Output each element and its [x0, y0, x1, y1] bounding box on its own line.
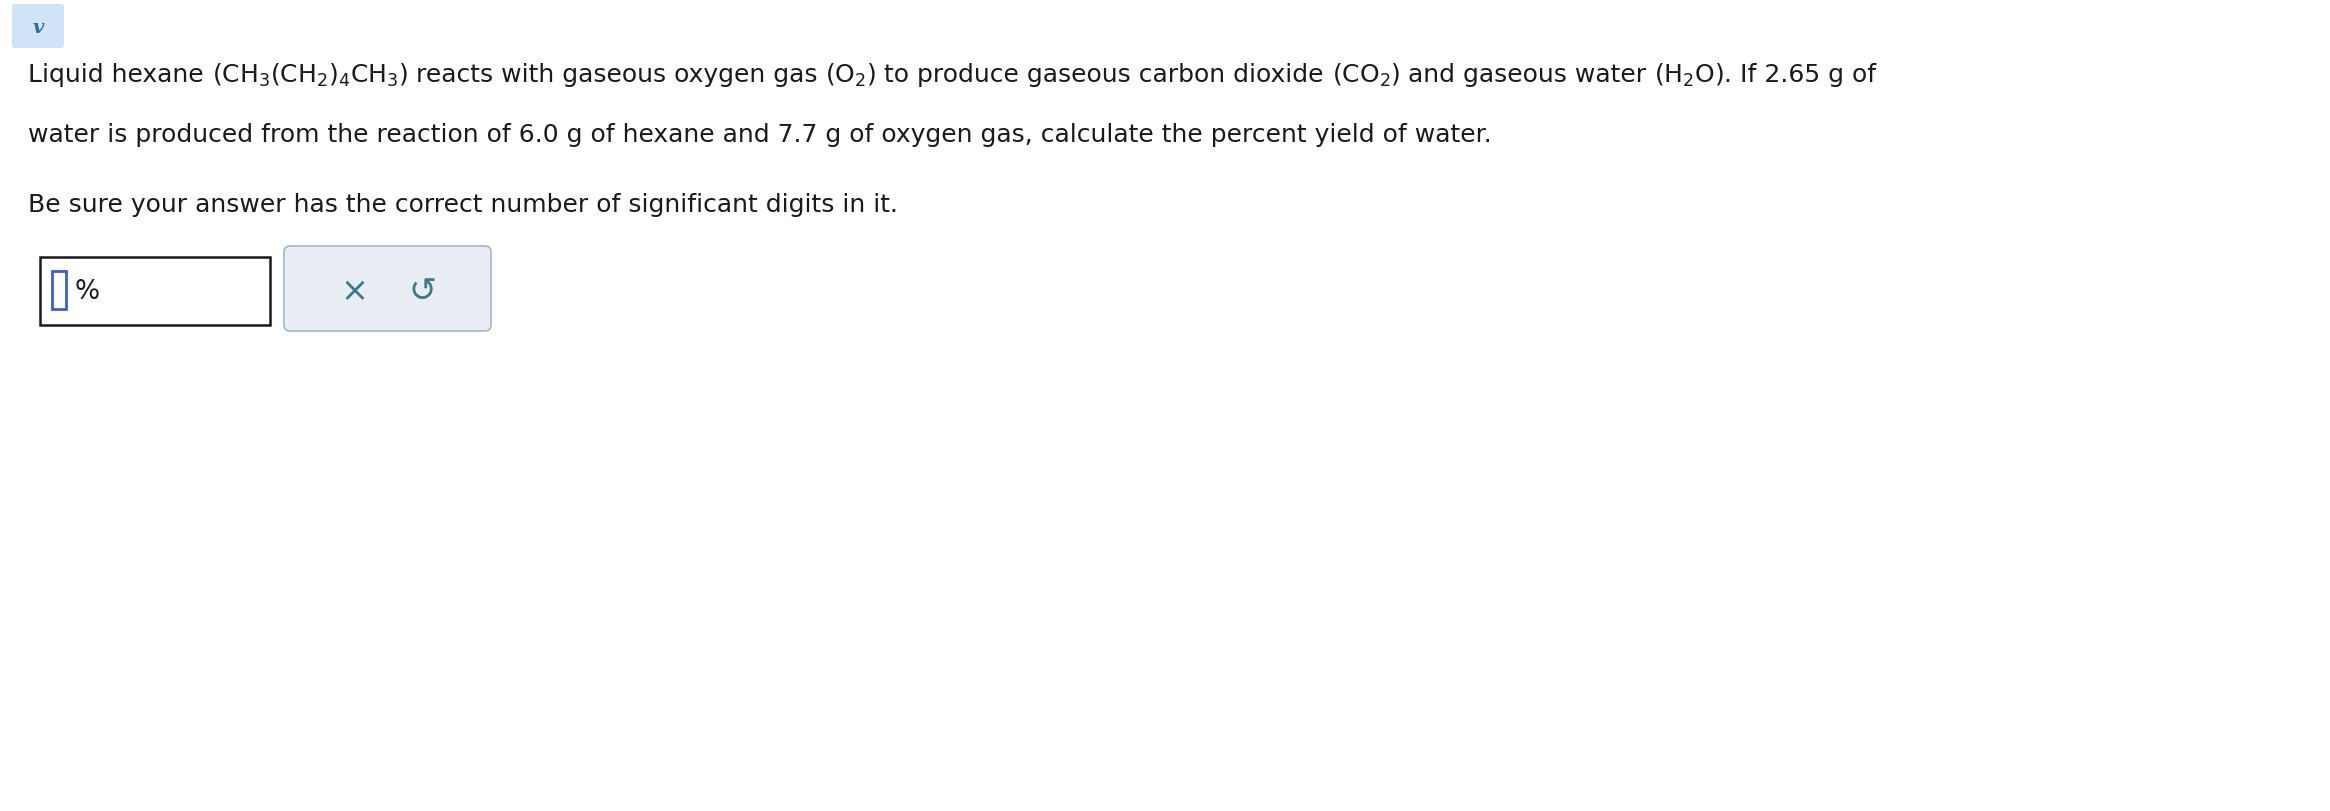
FancyBboxPatch shape — [284, 247, 492, 332]
Text: v: v — [33, 19, 44, 37]
Text: water is produced from the reaction of 6.0 g of hexane and 7.7 g of oxygen gas, : water is produced from the reaction of 6… — [28, 122, 1491, 147]
Text: %: % — [75, 279, 100, 305]
Text: $\left(\mathrm{CO_2}\right)$: $\left(\mathrm{CO_2}\right)$ — [1333, 62, 1400, 88]
Text: ×: × — [340, 275, 368, 307]
Text: $\left(\mathrm{CH_3(CH_2)_4CH_3}\right)$: $\left(\mathrm{CH_3(CH_2)_4CH_3}\right)$ — [212, 62, 408, 88]
Bar — [51, 272, 65, 310]
Text: Liquid hexane: Liquid hexane — [28, 63, 212, 87]
Text: . If 2.65 g of: . If 2.65 g of — [1724, 63, 1876, 87]
Text: reacts with gaseous oxygen gas: reacts with gaseous oxygen gas — [408, 63, 825, 87]
Text: Be sure your answer has the correct number of significant digits in it.: Be sure your answer has the correct numb… — [28, 193, 897, 217]
Text: ↺: ↺ — [408, 275, 436, 307]
Text: and gaseous water: and gaseous water — [1400, 63, 1654, 87]
Text: $\left(\mathrm{O_2}\right)$: $\left(\mathrm{O_2}\right)$ — [825, 62, 876, 88]
Text: to produce gaseous carbon dioxide: to produce gaseous carbon dioxide — [876, 63, 1333, 87]
Bar — [40, 258, 270, 325]
FancyBboxPatch shape — [12, 5, 63, 49]
Text: $\left(\mathrm{H_2O}\right)$: $\left(\mathrm{H_2O}\right)$ — [1654, 62, 1724, 88]
